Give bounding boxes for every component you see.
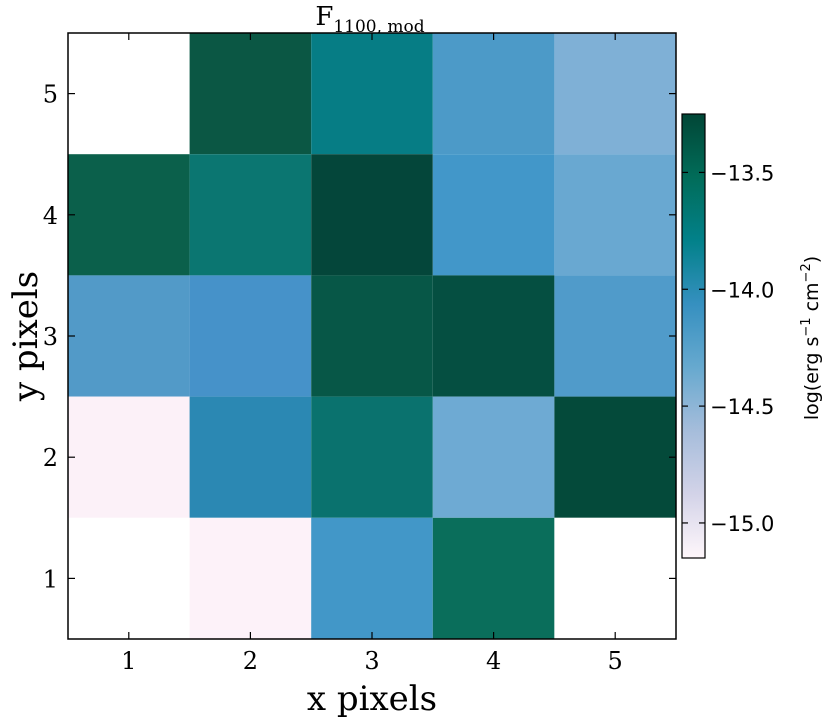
- heatmap-cell: [432, 275, 555, 397]
- heatmap-cell: [554, 154, 676, 276]
- y-tick-label: 2: [43, 444, 58, 472]
- heatmap-cell: [68, 517, 190, 639]
- heatmap-cell: [189, 275, 312, 397]
- heatmap-cell: [68, 33, 190, 155]
- y-axis-ticks: 1 2 3 4 5: [43, 81, 676, 593]
- heatmap-cell: [189, 33, 312, 155]
- y-tick-label: 5: [43, 81, 58, 109]
- y-tick-label: 3: [43, 323, 58, 351]
- colorbar-tick-label: −14.5: [710, 395, 774, 419]
- heatmap-cell: [189, 517, 312, 639]
- x-tick-label: 3: [364, 647, 379, 675]
- heatmap-cell: [554, 396, 676, 518]
- heatmap-cell: [554, 275, 676, 397]
- heatmap-cells: [68, 33, 676, 639]
- colorbar-tick-label: −15.0: [710, 512, 774, 536]
- heatmap-cell: [68, 396, 190, 518]
- heatmap-cell: [311, 33, 433, 155]
- colorbar-label-mid: cm: [801, 282, 823, 317]
- heatmap-cell: [311, 396, 433, 518]
- x-tick-label: 2: [243, 647, 258, 675]
- heatmap-cell: [432, 154, 555, 276]
- heatmap-cell: [432, 33, 555, 155]
- colorbar-label-end: ): [801, 256, 823, 263]
- x-axis-label: x pixels: [307, 679, 437, 719]
- chart-title-main: F: [315, 2, 333, 32]
- heatmap-cell: [311, 275, 433, 397]
- colorbar-label-exp2: −2: [799, 263, 814, 282]
- heatmap-cell: [432, 517, 555, 639]
- x-axis-ticks: 1 2 3 4 5: [121, 33, 623, 675]
- colorbar-ticks: −13.5 −14.0 −14.5 −15.0: [682, 161, 774, 536]
- heatmap-cell: [311, 517, 433, 639]
- x-tick-label: 1: [121, 647, 136, 675]
- chart-title-subscript: 1100, mod: [333, 17, 424, 37]
- y-tick-label: 1: [43, 565, 58, 593]
- colorbar-label-exp1: −1: [799, 317, 814, 336]
- y-axis-label: y pixels: [6, 271, 46, 402]
- colorbar-tick-label: −13.5: [710, 161, 774, 185]
- chart-title: F1100, mod: [315, 2, 424, 37]
- colorbar-tick-label: −14.0: [710, 278, 774, 302]
- heatmap-cell: [432, 396, 555, 518]
- heatmap-cell: [68, 154, 190, 276]
- heatmap-cell: [554, 517, 676, 639]
- heatmap-cell: [311, 154, 433, 276]
- heatmap-cell: [189, 154, 312, 276]
- heatmap-cell: [554, 33, 676, 155]
- colorbar-label-base: log(erg s: [801, 337, 823, 421]
- x-tick-label: 4: [486, 647, 501, 675]
- colorbar: −13.5 −14.0 −14.5 −15.0 log(erg s−1 cm−2): [681, 113, 823, 559]
- colorbar-gradient: [681, 113, 706, 559]
- colorbar-label: log(erg s−1 cm−2): [799, 256, 823, 420]
- x-tick-label: 5: [608, 647, 623, 675]
- heatmap-cell: [189, 396, 312, 518]
- heatmap-cell: [68, 275, 190, 397]
- y-tick-label: 4: [43, 202, 58, 230]
